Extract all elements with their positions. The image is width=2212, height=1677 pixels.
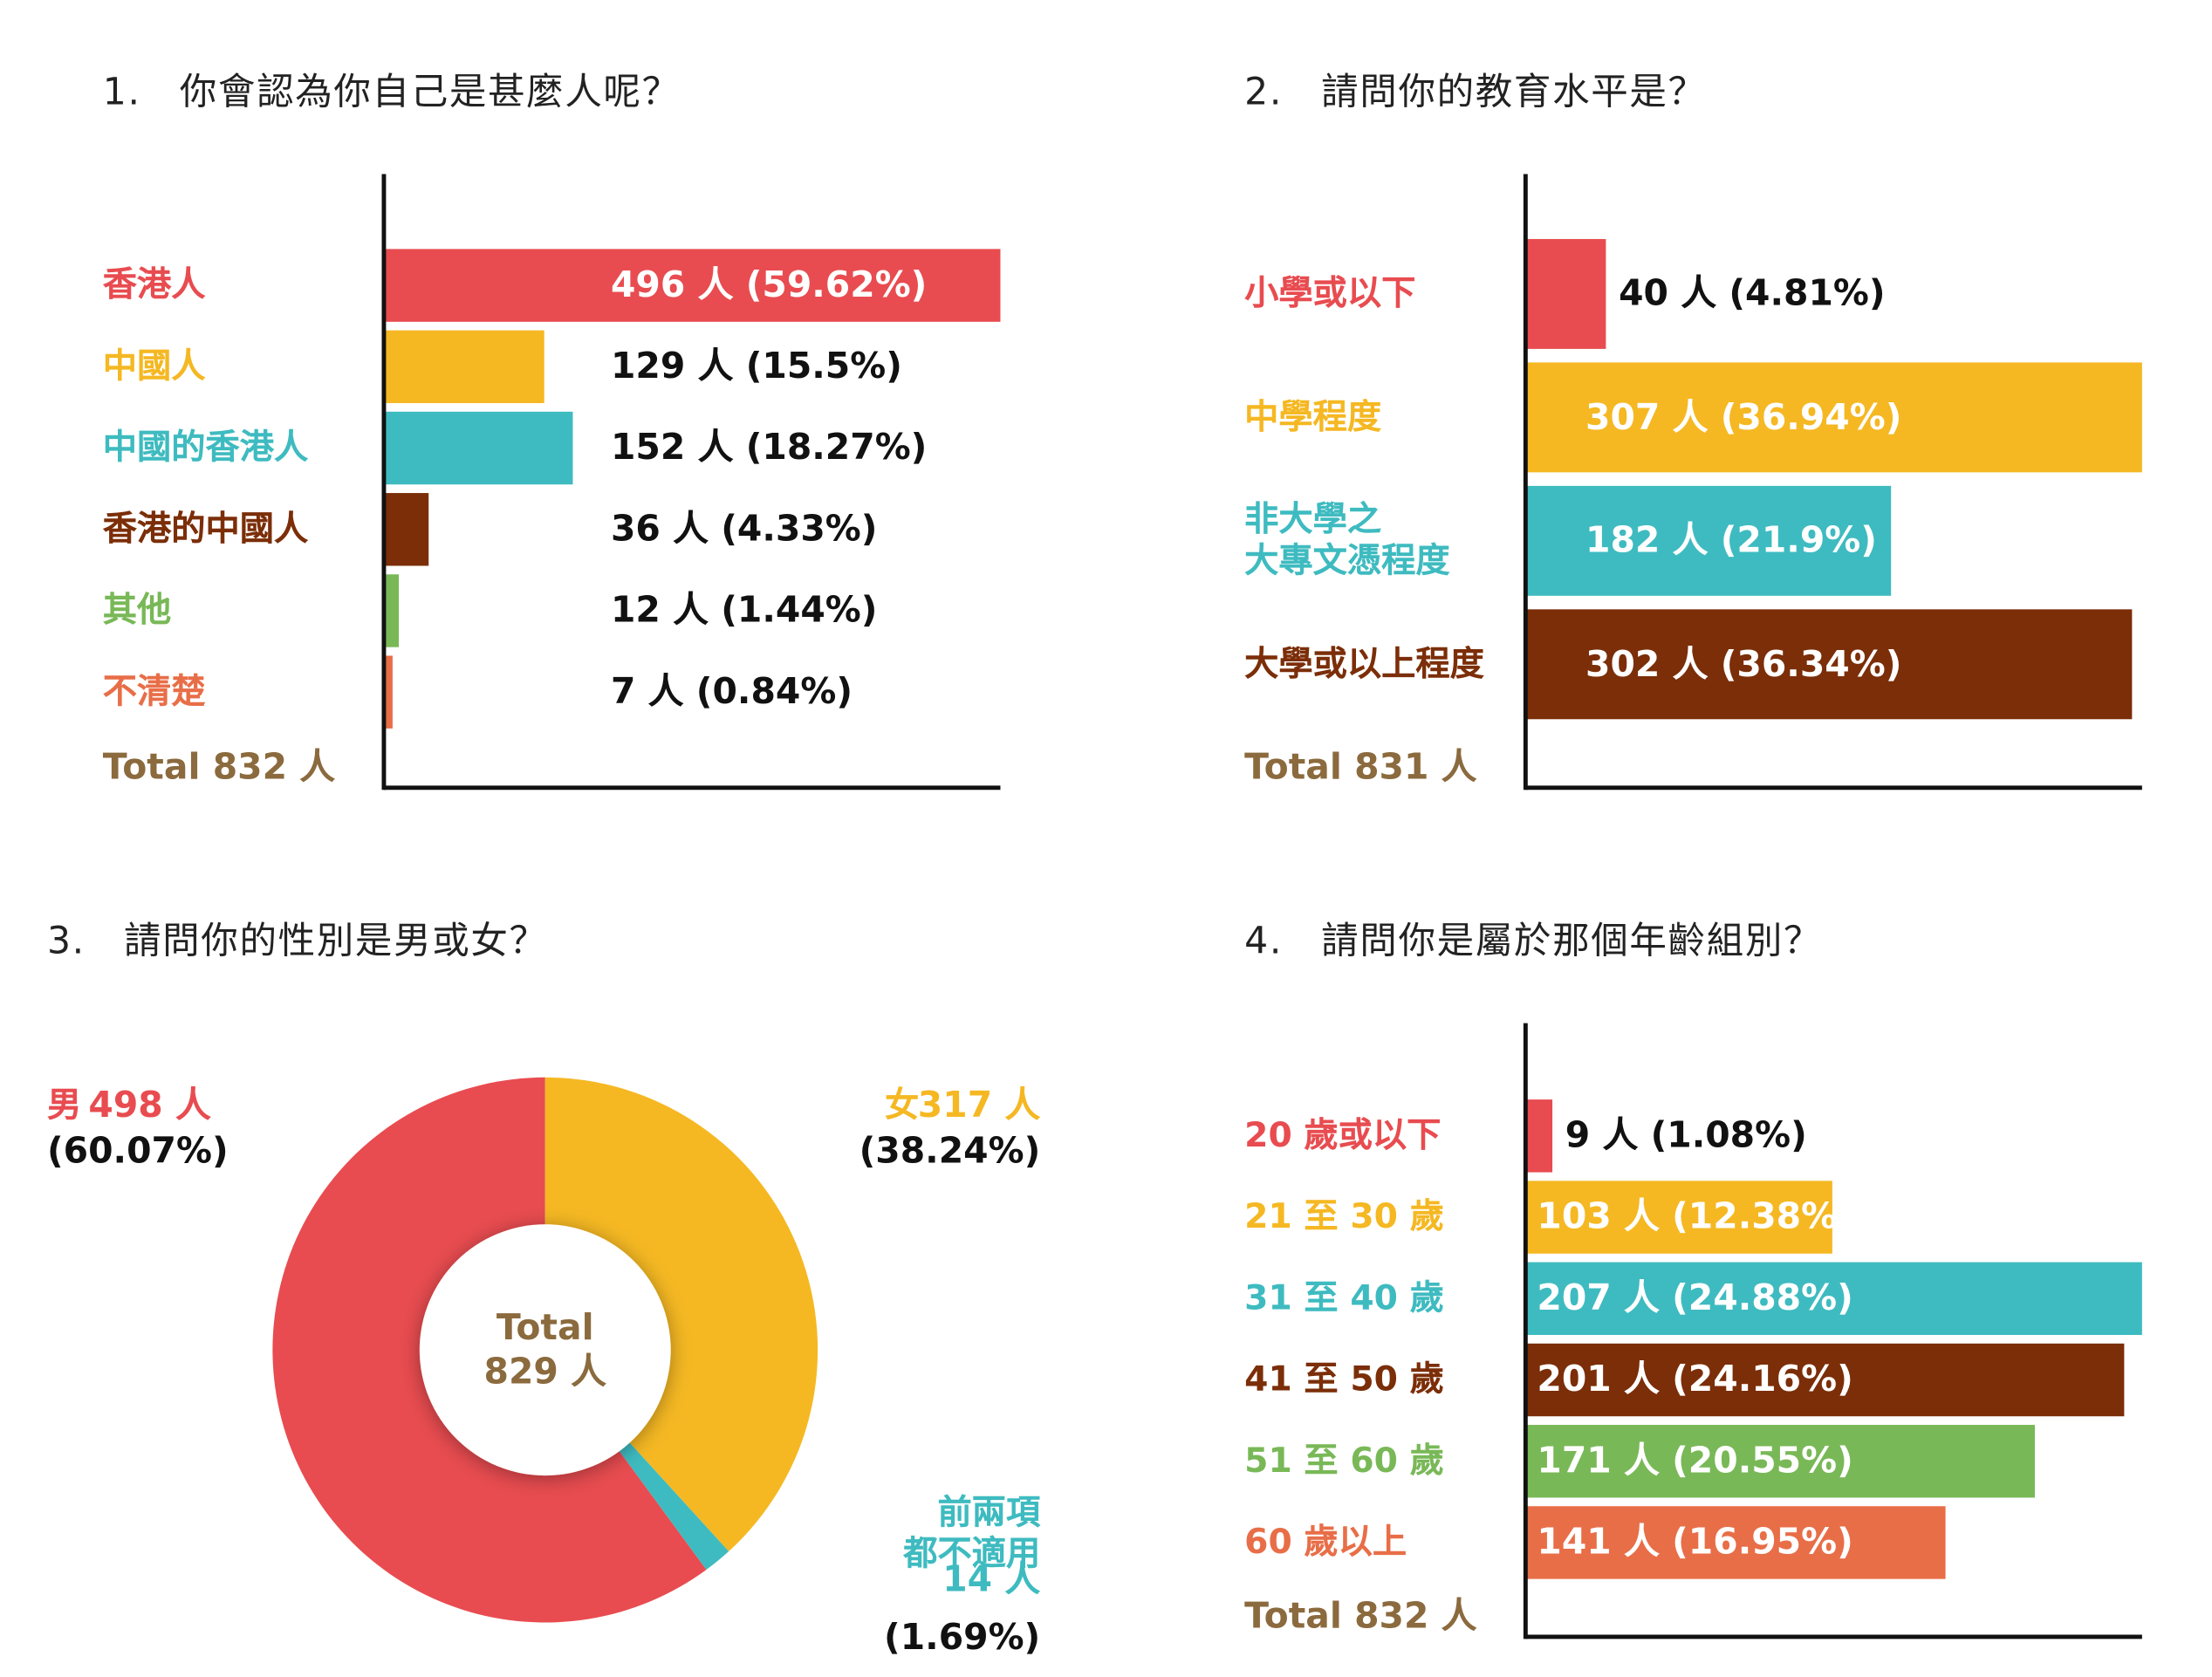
bar [1525, 1343, 2125, 1417]
category-label: 20 歲或以下 [1244, 1114, 1442, 1155]
chart-title: 1. 你會認為你自己是甚麼人呢？ [102, 72, 681, 115]
category-label: 非大學之 大專文憑程度 [1244, 498, 1450, 581]
bar [1525, 238, 1606, 349]
value-label: 302 人 (36.34%) [1585, 642, 1902, 684]
bar [1525, 609, 2133, 720]
category-label: 51 至 60 歲 [1244, 1440, 1444, 1481]
bar [1525, 1425, 2035, 1498]
bar [383, 655, 393, 729]
bar [1525, 362, 2142, 473]
category-label: 香港的中國人 [102, 508, 309, 549]
bar [1525, 1099, 1553, 1173]
category-label: 60 歲以上 [1244, 1522, 1407, 1562]
category-label: 小學或以下 [1244, 272, 1416, 313]
value-label: 182 人 (21.9%) [1585, 518, 1877, 561]
bar [383, 411, 573, 485]
bar [383, 330, 544, 404]
bar [383, 249, 1001, 322]
value-label: 12 人 (1.44%) [610, 589, 878, 631]
bar [1525, 1181, 1832, 1254]
pie-slice [544, 1077, 818, 1552]
value-label: 14 人 [942, 1557, 1041, 1600]
category-label: 中國的香港人 [102, 427, 309, 468]
bar [383, 574, 400, 647]
category-label: 21 至 30 歲 [1244, 1196, 1444, 1236]
category-label: 大學或以上程度 [1244, 643, 1484, 684]
category-label: 男 [46, 1085, 82, 1126]
value-label: 40 人 (4.81%) [1619, 271, 1886, 314]
value-label: 36 人 (4.33%) [610, 507, 878, 550]
percent-label: (60.07%) [46, 1129, 229, 1172]
value-label: 171 人 (20.55%) [1537, 1439, 1853, 1482]
value-label: 103 人 (12.38%) [1537, 1195, 1853, 1237]
bar [1525, 1506, 1946, 1579]
category-label: 41 至 50 歲 [1244, 1359, 1444, 1400]
value-label: 152 人 (18.27%) [610, 426, 928, 469]
category-label: 不清楚 [102, 671, 206, 712]
category-label: 中學程度 [1244, 396, 1382, 437]
value-label: 7 人 (0.84%) [610, 670, 853, 712]
value-label: 498 人 [88, 1084, 211, 1126]
category-label: 女 [884, 1085, 920, 1126]
category-label: 香港人 [102, 264, 206, 305]
chart-title: 3. 請問你的性別是男或女？ [46, 921, 548, 964]
value-label: 307 人 (36.94%) [1585, 395, 1902, 437]
total-label: Total 832 人 [1244, 1595, 1477, 1637]
bar [1525, 485, 1892, 596]
donut-hole [419, 1224, 671, 1476]
category-label: 31 至 40 歲 [1244, 1277, 1444, 1318]
value-label: 207 人 (24.88%) [1537, 1277, 1853, 1318]
value-label: 129 人 (15.5%) [610, 345, 902, 387]
total-label: Total 831 人 [1244, 745, 1477, 788]
bar [1525, 1262, 2142, 1335]
value-label: 317 人 [917, 1084, 1041, 1126]
chart-title: 2. 請問你的教育水平是？ [1244, 72, 1707, 115]
category-label: 中國人 [102, 346, 206, 387]
value-label: 141 人 (16.95%) [1537, 1521, 1853, 1563]
category-label: 前兩項 都不適用 [903, 1492, 1041, 1574]
bar [383, 493, 429, 566]
value-label: 201 人 (24.16%) [1537, 1358, 1853, 1400]
percent-label: (1.69%) [884, 1616, 1041, 1659]
value-label: 9 人 (1.08%) [1565, 1113, 1807, 1156]
total-label: Total 829 人 [483, 1306, 606, 1392]
value-label: 496 人 (59.62%) [610, 264, 928, 305]
percent-label: (38.24%) [859, 1129, 1041, 1172]
chart-title: 4. 請問你是屬於那個年齡組別？ [1244, 921, 1823, 964]
category-label: 其他 [102, 590, 172, 630]
total-label: Total 832 人 [102, 745, 336, 788]
